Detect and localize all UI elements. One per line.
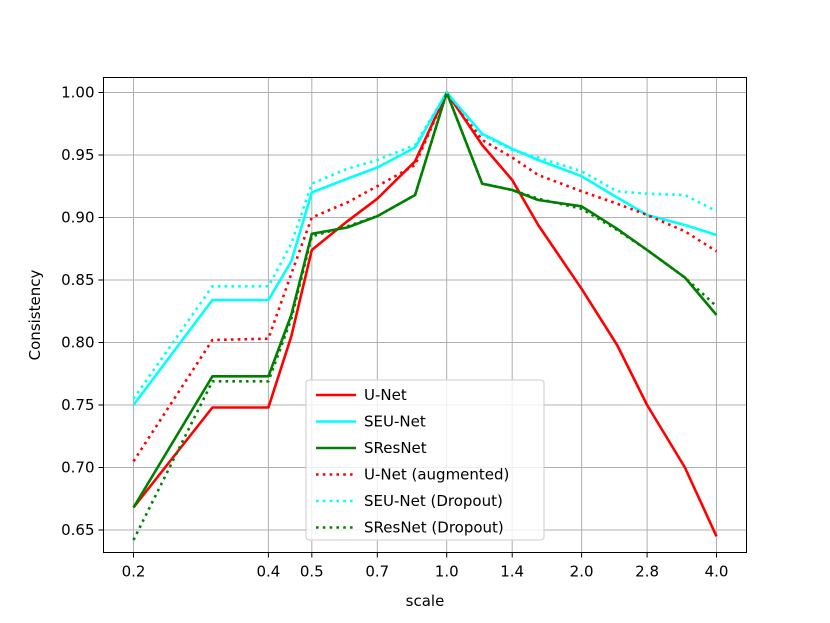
grid-lines	[103, 77, 747, 553]
x-tick-label: 2.8	[635, 563, 659, 581]
y-tick-label: 0.70	[61, 459, 94, 477]
plot-frame	[103, 77, 747, 553]
axis-ticks: 0.2 0.4 0.5 0.7 1.0 1.4 2.0 2.8 4.0 0.65 0.70 0.75 0…	[61, 84, 728, 581]
series-line-seu-net-dropout	[132, 91, 718, 400]
y-tick-label: 0.80	[61, 334, 94, 352]
legend-label: SEU-Net (Dropout)	[364, 492, 503, 510]
y-tick-label: 0.85	[61, 271, 94, 289]
x-tick-label: 1.4	[500, 563, 524, 581]
series-lines	[132, 91, 718, 541]
y-axis-title: Consistency	[26, 270, 44, 361]
legend-label: SResNet	[364, 439, 427, 457]
y-tick-label: 0.90	[61, 209, 94, 227]
legend-label: SResNet (Dropout)	[364, 519, 504, 537]
y-tick-label: 0.95	[61, 146, 94, 164]
legend-label: U-Net	[364, 386, 407, 404]
y-tick-label: 0.75	[61, 396, 94, 414]
x-tick-label: 4.0	[705, 563, 729, 581]
y-tick-label: 0.65	[61, 521, 94, 539]
x-tick-label: 0.4	[256, 563, 280, 581]
legend-label: U-Net (augmented)	[364, 466, 509, 484]
x-tick-label: 2.0	[570, 563, 594, 581]
series-line-sresnet-dropout	[132, 91, 718, 541]
y-tick-label: 1.00	[61, 84, 94, 102]
legend-box	[305, 379, 545, 541]
x-axis-title: scale	[406, 592, 445, 610]
x-tick-label: 0.7	[365, 563, 389, 581]
legend-label: SEU-Net	[364, 413, 426, 431]
x-tick-label: 1.0	[435, 563, 459, 581]
x-tick-label: 0.2	[122, 563, 146, 581]
legend: U-Net SEU-Net SResNet U-Net (augmented) SEU-…	[305, 379, 545, 541]
x-tick-label: 0.5	[300, 563, 324, 581]
